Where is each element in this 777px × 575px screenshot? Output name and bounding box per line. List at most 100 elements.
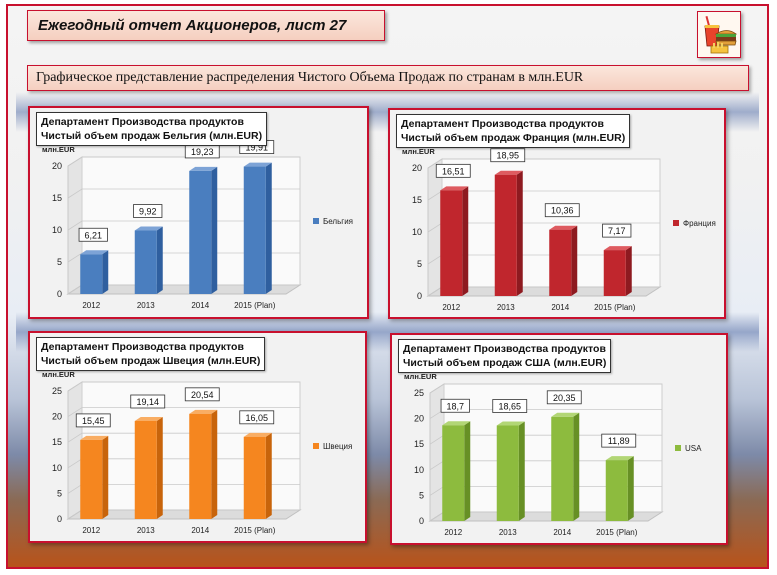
data-label: 20,35 bbox=[553, 393, 576, 403]
data-label-box bbox=[601, 433, 637, 448]
bar bbox=[243, 436, 266, 519]
bar bbox=[134, 230, 157, 294]
bar-chart-belgium: 0 5 10 15 20 млн.EUR 6,21 2012 9,92 2013 19,23 2014… bbox=[42, 140, 353, 310]
bar bbox=[494, 174, 517, 296]
panel-title: Департамент Производства продуктов Чисты… bbox=[36, 337, 266, 371]
data-label-box bbox=[133, 204, 163, 218]
bar-side bbox=[156, 417, 163, 519]
data-label: 15,45 bbox=[82, 416, 105, 426]
data-label-box bbox=[78, 227, 108, 242]
data-label-box bbox=[184, 387, 220, 402]
bar bbox=[80, 254, 103, 294]
panel-title-line2: Чистый объем продаж Бельгия (млн.EUR) bbox=[41, 130, 263, 142]
bar bbox=[189, 170, 212, 294]
bar-side bbox=[518, 421, 525, 521]
chart-panel-sweden: 0 5 10 15 20 25 млн.EUR 15,45 2012 19,14 2013 20,54… bbox=[28, 331, 367, 543]
x-tick-label: 2014 bbox=[191, 526, 209, 535]
gridline bbox=[67, 432, 300, 443]
y-tick-label: 25 bbox=[52, 386, 62, 396]
y-tick-label: 0 bbox=[417, 291, 422, 301]
bar-top bbox=[189, 409, 218, 414]
panel-title-line1: Департамент Производства продуктов bbox=[403, 343, 606, 355]
x-tick-label: 2012 bbox=[442, 303, 460, 312]
data-label-box bbox=[546, 390, 582, 405]
bar-side bbox=[627, 456, 634, 521]
y-axis-label: млн.EUR bbox=[42, 370, 75, 379]
x-tick-label: 2015 (Plan) bbox=[596, 528, 638, 537]
panel-title-line1: Департамент Производства продуктов bbox=[41, 341, 244, 353]
gridline bbox=[427, 158, 660, 169]
bar-top bbox=[605, 456, 634, 461]
bar-top bbox=[496, 421, 525, 426]
bar bbox=[496, 425, 519, 521]
bar-side bbox=[102, 435, 109, 519]
x-tick-label: 2015 (Plan) bbox=[594, 303, 636, 312]
data-label: 19,91 bbox=[245, 143, 268, 153]
y-axis-label: млн.EUR bbox=[404, 372, 437, 381]
x-tick-label: 2015 (Plan) bbox=[234, 526, 276, 535]
panel-title-line1: Департамент Производства продуктов bbox=[41, 116, 244, 128]
y-tick-label: 10 bbox=[412, 227, 422, 237]
bar-top bbox=[551, 412, 580, 417]
y-axis-label: млн.EUR bbox=[402, 147, 435, 156]
data-label: 9,92 bbox=[139, 207, 157, 217]
bar-side bbox=[625, 246, 632, 296]
panel-title-line2: Чистый объем продаж Швеция (млн.EUR) bbox=[41, 355, 261, 367]
bar bbox=[442, 425, 465, 521]
bar-top bbox=[440, 186, 469, 191]
data-label-box bbox=[239, 410, 275, 425]
bar-top bbox=[80, 250, 109, 255]
chart-panel-belgium: 0 5 10 15 20 млн.EUR 6,21 2012 9,92 2013 19,23 2014… bbox=[28, 106, 369, 319]
data-label: 19,23 bbox=[191, 147, 214, 157]
gridline bbox=[67, 407, 300, 417]
bar-chart-sweden: 0 5 10 15 20 25 млн.EUR 15,45 2012 19,14 2013 20,54… bbox=[42, 370, 352, 535]
y-tick-label: 5 bbox=[417, 259, 422, 269]
y-tick-label: 5 bbox=[57, 488, 62, 498]
legend-label: Франция bbox=[683, 219, 716, 228]
legend-swatch bbox=[313, 443, 319, 449]
y-tick-label: 0 bbox=[57, 514, 62, 524]
y-tick-label: 20 bbox=[412, 163, 422, 173]
y-tick-label: 10 bbox=[414, 465, 424, 475]
panel-title-line2: Чистый объем продаж США (млн.EUR) bbox=[403, 357, 607, 369]
y-tick-label: 5 bbox=[419, 490, 424, 500]
panel-title-line2: Чистый объем продаж Франция (млн.EUR) bbox=[401, 132, 626, 144]
y-tick-label: 20 bbox=[52, 161, 62, 171]
data-label: 19,14 bbox=[136, 397, 159, 407]
y-tick-label: 0 bbox=[57, 289, 62, 299]
data-label-box bbox=[435, 163, 471, 178]
chart-panel-usa: 0 5 10 15 20 25 млн.EUR 18,7 2012 18,65 2013 20,35 2… bbox=[390, 333, 728, 545]
y-tick-label: 0 bbox=[419, 516, 424, 526]
data-label-box bbox=[602, 223, 632, 238]
bar-side bbox=[102, 250, 109, 294]
panel-title: Департамент Производства продуктов Чисты… bbox=[396, 114, 631, 148]
legend-label: USA bbox=[685, 444, 702, 453]
bar-top bbox=[189, 166, 218, 171]
gridline bbox=[67, 156, 300, 167]
data-label: 11,89 bbox=[608, 436, 630, 446]
y-tick-label: 15 bbox=[412, 195, 422, 205]
bar-top bbox=[243, 432, 272, 437]
bar-chart-france: 0 5 10 15 20 млн.EUR 16,51 2012 18,95 2013 10,36 20… bbox=[402, 147, 716, 312]
y-tick-label: 5 bbox=[57, 257, 62, 267]
legend-swatch bbox=[675, 445, 681, 451]
bar-side bbox=[516, 170, 523, 296]
x-tick-label: 2013 bbox=[137, 301, 155, 310]
data-label-box bbox=[440, 398, 470, 413]
y-tick-label: 25 bbox=[414, 388, 424, 398]
x-tick-label: 2014 bbox=[191, 301, 209, 310]
bar-side bbox=[156, 226, 163, 294]
x-tick-label: 2012 bbox=[444, 528, 462, 537]
legend-swatch bbox=[673, 220, 679, 226]
x-tick-label: 2014 bbox=[553, 528, 571, 537]
bar-chart-usa: 0 5 10 15 20 25 млн.EUR 18,7 2012 18,65 2013 20,35 2… bbox=[404, 372, 702, 537]
bar-side bbox=[211, 166, 218, 294]
data-label: 10,36 bbox=[551, 206, 574, 216]
logo bbox=[697, 11, 741, 58]
bar bbox=[134, 421, 157, 519]
x-tick-label: 2014 bbox=[551, 303, 569, 312]
fast-food-icon bbox=[704, 15, 738, 54]
legend-label: Бельгия bbox=[323, 217, 353, 226]
data-label-box bbox=[75, 413, 111, 428]
bar bbox=[551, 416, 574, 521]
